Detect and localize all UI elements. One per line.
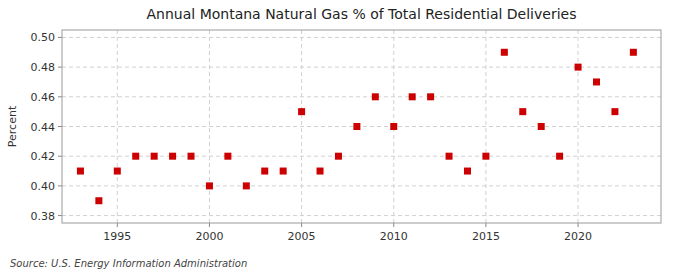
- y-tick-label: 0.40: [31, 180, 56, 193]
- point: [482, 153, 489, 160]
- y-tick: [58, 67, 62, 68]
- y-grid-line: [62, 96, 661, 97]
- point: [464, 168, 471, 175]
- point: [114, 168, 121, 175]
- x-tick: [578, 223, 579, 227]
- point: [95, 197, 102, 204]
- y-tick-label: 0.46: [31, 91, 56, 104]
- point: [335, 153, 342, 160]
- y-tick-label: 0.44: [31, 121, 56, 134]
- point: [353, 123, 360, 130]
- y-tick: [58, 185, 62, 186]
- x-tick-label: 2000: [195, 230, 223, 243]
- y-axis-label: Percent: [6, 105, 19, 147]
- point: [519, 108, 526, 115]
- point: [575, 64, 582, 71]
- x-tick: [117, 223, 118, 227]
- y-tick-label: 0.48: [31, 61, 56, 74]
- x-tick: [301, 223, 302, 227]
- y-grid-line: [62, 37, 661, 38]
- x-grid-line: [485, 30, 486, 223]
- y-tick-label: 0.38: [31, 210, 56, 223]
- point: [630, 49, 637, 56]
- point: [280, 168, 287, 175]
- point: [317, 168, 324, 175]
- y-tick: [58, 37, 62, 38]
- x-grid-line: [301, 30, 302, 223]
- point: [188, 153, 195, 160]
- point: [501, 49, 508, 56]
- y-tick: [58, 96, 62, 97]
- x-tick-label: 2015: [472, 230, 500, 243]
- point: [224, 153, 231, 160]
- y-grid-line: [62, 67, 661, 68]
- axes: 0.38 0.40 0.42 0.44 0.46 0.48 0.50 1995 2000 2005…: [31, 31, 593, 243]
- y-grid-line: [62, 185, 661, 186]
- y-tick-label: 0.42: [31, 150, 56, 163]
- point: [593, 78, 600, 85]
- point: [298, 108, 305, 115]
- point: [77, 168, 84, 175]
- y-tick: [58, 156, 62, 157]
- y-tick: [58, 126, 62, 127]
- point: [206, 182, 213, 189]
- x-grid-line: [578, 30, 579, 223]
- point: [556, 153, 563, 160]
- x-tick-label: 2020: [564, 230, 592, 243]
- y-grid-line: [62, 215, 661, 216]
- point: [261, 168, 268, 175]
- y-tick: [58, 215, 62, 216]
- x-tick-label: 1995: [103, 230, 131, 243]
- point: [427, 93, 434, 100]
- y-grid-line: [62, 126, 661, 127]
- x-grid-line: [117, 30, 118, 223]
- x-grid-line: [209, 30, 210, 223]
- grid: [62, 30, 661, 223]
- point: [151, 153, 158, 160]
- x-tick: [485, 223, 486, 227]
- point: [372, 93, 379, 100]
- point: [390, 123, 397, 130]
- title: Annual Montana Natural Gas % of Total Re…: [147, 6, 577, 22]
- chart: 0.38 0.40 0.42 0.44 0.46 0.48 0.50 1995 2000 2005…: [0, 0, 675, 275]
- x-tick: [393, 223, 394, 227]
- y-tick-label: 0.50: [31, 31, 56, 44]
- point: [538, 123, 545, 130]
- x-tick-label: 2010: [380, 230, 408, 243]
- points: [77, 49, 637, 204]
- point: [409, 93, 416, 100]
- point: [243, 182, 250, 189]
- x-tick-label: 2005: [288, 230, 316, 243]
- point: [611, 108, 618, 115]
- source-note: Source: U.S. Energy Information Administ…: [10, 258, 247, 269]
- plot-frame: [62, 30, 661, 223]
- plot-area: [62, 30, 661, 223]
- point: [132, 153, 139, 160]
- point: [169, 153, 176, 160]
- x-tick: [209, 223, 210, 227]
- point: [446, 153, 453, 160]
